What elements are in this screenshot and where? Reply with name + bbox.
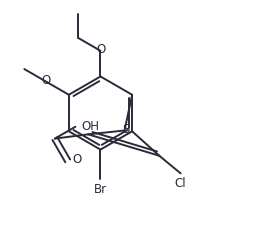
Text: Br: Br <box>94 183 107 196</box>
Text: Cl: Cl <box>175 177 186 190</box>
Text: S: S <box>122 123 129 136</box>
Text: O: O <box>41 74 50 87</box>
Text: O: O <box>97 43 106 56</box>
Text: OH: OH <box>81 120 99 133</box>
Text: O: O <box>73 153 82 166</box>
